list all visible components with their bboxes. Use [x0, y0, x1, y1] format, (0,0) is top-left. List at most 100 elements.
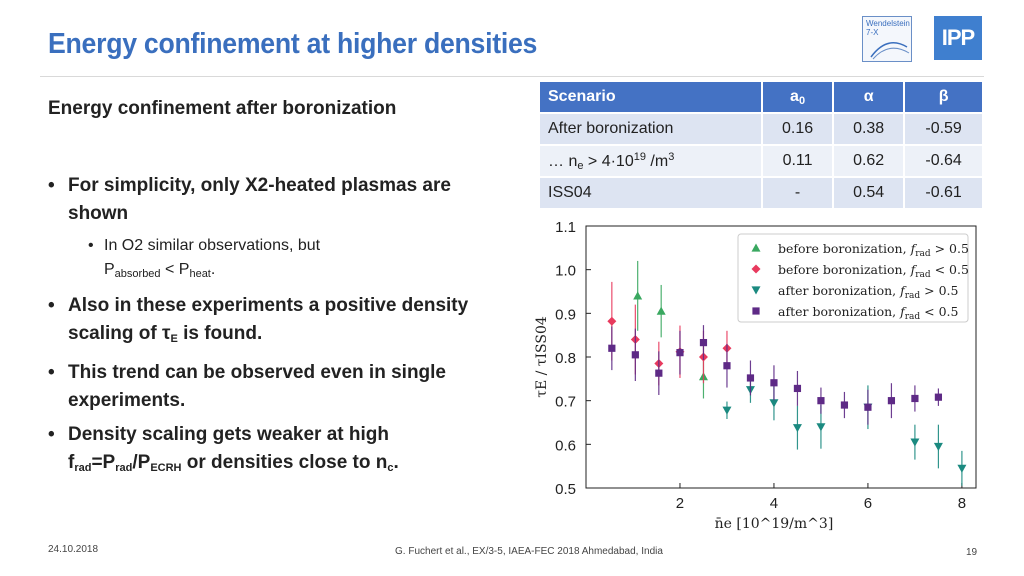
bullet-item: Density scaling gets weaker at high frad… [48, 421, 498, 482]
data-point [887, 397, 896, 405]
legend-label-f: f [899, 283, 907, 298]
legend-label-main: after boronization, [778, 283, 900, 298]
data-point [656, 306, 666, 315]
cell-scenario: ISS04 [538, 176, 763, 210]
legend-label-op: > 0.5 [931, 241, 969, 256]
superscript: 3 [668, 150, 675, 163]
bullet-text: Density scaling gets weaker at high f [68, 424, 389, 473]
bullet-item: Also in these experiments a positive den… [48, 292, 498, 353]
col-alpha: α [832, 80, 906, 114]
legend-label-sub: rad [915, 270, 931, 280]
data-point [793, 384, 802, 393]
data-point [723, 362, 731, 370]
cell-beta: -0.61 [903, 176, 984, 210]
bullet-text: P [104, 261, 115, 278]
legend-label-sub: rad [905, 312, 921, 322]
subscript: E [170, 333, 178, 345]
y-tick-label: 1.0 [555, 263, 576, 280]
scaling-table: Scenario a0 α β After boronization 0.16 … [538, 80, 984, 210]
data-point [699, 338, 708, 347]
data-point [608, 344, 616, 352]
data-point [934, 393, 943, 401]
bullet-text: or densities close to n [181, 452, 388, 473]
cell-text: /m [645, 152, 669, 170]
y-tick-label: 0.6 [555, 437, 576, 454]
data-point [769, 399, 779, 408]
legend-label-op: < 0.5 [931, 262, 969, 277]
y-tick-label: 1.1 [555, 219, 576, 236]
data-point [722, 406, 732, 415]
subscript: e [577, 159, 584, 172]
bullet-text: In O2 similar observations, but [104, 237, 321, 254]
y-tick-label: 0.8 [555, 350, 576, 367]
data-point [957, 464, 967, 473]
legend-label-op: < 0.5 [920, 304, 958, 319]
header-text: a [790, 87, 799, 105]
legend-marker [751, 264, 761, 274]
title-divider [40, 76, 984, 77]
footer-citation: G. Fuchert et al., EX/3-5, IAEA-FEC 2018… [395, 546, 663, 557]
bullet-list: For simplicity, only X2-heated plasmas a… [48, 172, 498, 488]
wendelstein-logo-icon [870, 42, 910, 60]
subscript: heat [189, 268, 211, 280]
subscript: 0 [798, 94, 806, 107]
legend-label-f: f [910, 262, 918, 277]
y-tick-label: 0.7 [555, 394, 576, 411]
bullet-text: . [393, 452, 399, 473]
x-tick-label: 2 [676, 495, 684, 512]
table-row: ISS04 - 0.54 -0.61 [538, 176, 984, 210]
legend-marker [751, 286, 761, 295]
bullet-item: This trend can be observed even in singl… [48, 359, 498, 415]
bullet-text: Also in these experiments a positive den… [68, 295, 469, 344]
data-point [864, 403, 872, 411]
legend-label: before boronization, frad > 0.5 [778, 241, 969, 259]
y-axis-label: τE / τISS04 [534, 316, 550, 398]
legend-marker [751, 243, 761, 252]
legend-label-sub: rad [915, 249, 931, 259]
bullet-item: For simplicity, only X2-heated plasmas a… [48, 172, 498, 228]
data-point [746, 374, 755, 382]
cell-text: > 4·10 [583, 152, 634, 170]
data-point [816, 423, 826, 432]
data-point [633, 291, 643, 300]
data-point [933, 442, 943, 452]
legend-label-op: > 0.5 [920, 283, 958, 298]
bullet-text: < [160, 261, 179, 278]
data-point [910, 438, 920, 447]
section-subtitle: Energy confinement after boronization [48, 98, 397, 119]
sub-bullet-item: In O2 similar observations, but Pabsorbe… [88, 234, 498, 286]
footer-date: 24.10.2018 [48, 544, 99, 555]
series-3 [608, 325, 943, 425]
cell-alpha: 0.62 [832, 144, 906, 178]
cell-alpha: 0.54 [832, 176, 906, 210]
legend-label-main: before boronization, [778, 262, 911, 277]
cell-scenario: After boronization [538, 112, 763, 146]
subscript: c [387, 462, 394, 474]
bullet-text: P [178, 261, 190, 278]
page-title: Energy confinement at higher densities [48, 28, 538, 60]
cell-a0: 0.11 [760, 144, 835, 178]
series-1 [607, 281, 732, 386]
col-a0: a0 [760, 80, 835, 114]
bullet-text: =P [91, 452, 116, 473]
bullet-text: is found. [177, 323, 263, 344]
legend-label: before boronization, frad < 0.5 [778, 262, 969, 280]
superscript: 19 [633, 150, 646, 163]
table-row: … ne > 4·1019 /m3 0.11 0.62 -0.64 [538, 144, 984, 178]
y-tick-label: 0.9 [555, 306, 576, 323]
legend-label-main: before boronization, [778, 241, 911, 256]
subscript: rad [74, 462, 92, 474]
legend-marker [752, 307, 760, 315]
wendelstein-logo: Wendelstein 7-X [862, 16, 912, 62]
ipp-logo: IPP [934, 16, 982, 60]
legend-label-main: after boronization, [778, 304, 900, 319]
data-point [676, 349, 684, 357]
data-point [631, 351, 639, 359]
data-point [770, 379, 778, 387]
legend-label-f: f [899, 304, 907, 319]
y-tick-label: 0.5 [555, 481, 576, 498]
cell-a0: 0.16 [760, 112, 835, 146]
data-point [607, 316, 617, 326]
scatter-chart: 0.5 0.6 0.7 0.8 0.9 1.0 1.1 2 4 6 8 n̄e [10^19/m^3]… [534, 219, 977, 532]
subscript: rad [115, 462, 133, 474]
